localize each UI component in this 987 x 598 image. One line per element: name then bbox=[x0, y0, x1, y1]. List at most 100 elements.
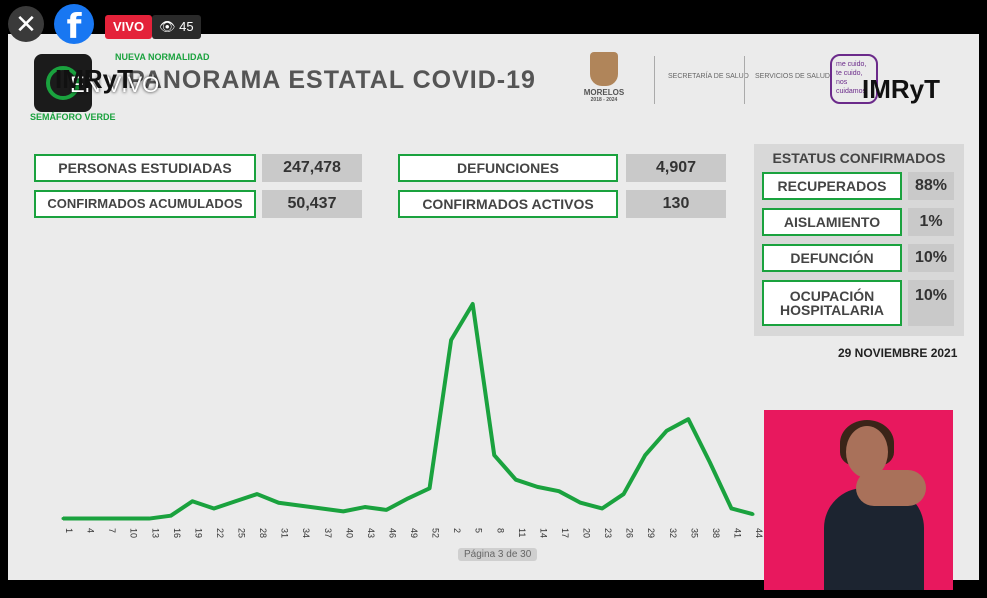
cases-line-chart: 1 4 7 10 13 16 19 22 25 28 31 34 37 40 43 46 49 52 2 5 8 11 14… bbox=[61, 302, 764, 538]
x-tick-label: 52 bbox=[431, 528, 441, 538]
data-point bbox=[363, 505, 367, 509]
interpreter-head bbox=[846, 426, 888, 478]
data-point bbox=[406, 496, 410, 500]
slide: NUEVA NORMALIDAD SEMÁFORO VERDE PANORAMA… bbox=[8, 34, 979, 580]
viewer-count: 👁 45 bbox=[152, 15, 201, 39]
me-cuido-logo: me cuido, te cuido, nos cuidamos bbox=[830, 54, 878, 104]
x-tick-label: 19 bbox=[193, 528, 203, 538]
x-tick-label: 1 bbox=[64, 528, 74, 533]
data-point bbox=[579, 501, 582, 505]
status-label-defuncion: DEFUNCIÓN bbox=[762, 244, 902, 272]
x-tick-label: 10 bbox=[129, 528, 139, 538]
x-tick-label: 40 bbox=[344, 528, 354, 538]
data-point bbox=[147, 517, 151, 521]
sign-language-interpreter bbox=[764, 410, 953, 590]
data-point bbox=[341, 509, 345, 513]
x-tick-label: 26 bbox=[625, 528, 635, 538]
x-tick-label: 13 bbox=[150, 528, 160, 538]
en-vivo-overlay: EN VIVO bbox=[70, 72, 160, 97]
x-tick-label: 31 bbox=[280, 528, 290, 538]
data-point bbox=[492, 453, 496, 457]
x-tick-label: 4 bbox=[86, 528, 96, 533]
data-point bbox=[277, 501, 281, 505]
status-value-ocupacion: 10% bbox=[908, 280, 954, 326]
status-panel: ESTATUS CONFIRMADOS RECUPERADOS 88% AISL… bbox=[754, 144, 964, 336]
x-tick-label: 44 bbox=[754, 528, 764, 538]
servicios-salud-logo: SERVICIOS DE SALUD bbox=[755, 73, 830, 80]
semaforo-verde: SEMÁFORO VERDE bbox=[30, 112, 116, 122]
data-point bbox=[126, 517, 130, 521]
x-tick-label: 32 bbox=[668, 528, 678, 538]
x-tick-label: 20 bbox=[582, 528, 592, 538]
data-point bbox=[234, 499, 237, 503]
series-line bbox=[63, 302, 754, 521]
page-title: PANORAMA ESTATAL COVID-19 bbox=[128, 66, 536, 94]
data-point bbox=[449, 338, 453, 342]
status-label-ocupacion: OCUPACIÓN HOSPITALARIA bbox=[762, 280, 902, 326]
data-point bbox=[255, 492, 259, 496]
imryt-logo-right: me cuido, te cuido, nos cuidamos IMRyT bbox=[830, 54, 960, 108]
data-point bbox=[298, 504, 302, 508]
x-tick-label: 25 bbox=[237, 528, 247, 538]
live-badge: VIVO bbox=[105, 15, 153, 39]
x-tick-label: 14 bbox=[538, 528, 548, 538]
x-tick-label: 38 bbox=[711, 528, 721, 538]
data-point bbox=[557, 489, 561, 493]
nueva-normalidad: NUEVA NORMALIDAD bbox=[115, 52, 210, 62]
x-tick-label: 28 bbox=[258, 528, 268, 538]
data-point bbox=[83, 517, 87, 521]
divider bbox=[744, 56, 745, 104]
x-tick-label: 34 bbox=[301, 528, 311, 538]
data-point bbox=[643, 453, 647, 457]
secretaria-salud-logo: SECRETARÍA DE SALUD bbox=[668, 73, 749, 80]
data-point bbox=[428, 486, 432, 490]
status-label-recuperados: RECUPERADOS bbox=[762, 172, 902, 200]
x-tick-label: 43 bbox=[366, 528, 376, 538]
defunciones-value: 4,907 bbox=[626, 154, 726, 182]
data-point bbox=[384, 508, 388, 512]
status-value-aislamiento: 1% bbox=[908, 208, 954, 236]
x-tick-label: 8 bbox=[495, 528, 505, 533]
status-value-recuperados: 88% bbox=[908, 172, 954, 200]
x-tick-label: 46 bbox=[387, 528, 397, 538]
x-tick-label: 17 bbox=[560, 528, 570, 538]
data-point bbox=[471, 302, 475, 306]
data-point bbox=[535, 485, 539, 489]
x-tick-label: 5 bbox=[474, 528, 484, 533]
data-point bbox=[169, 514, 173, 518]
eye-icon: 👁 bbox=[159, 19, 176, 34]
morelos-shield-icon bbox=[590, 52, 618, 86]
data-point bbox=[320, 506, 324, 510]
data-point bbox=[104, 517, 108, 521]
x-tick-label: 35 bbox=[689, 528, 699, 538]
page-indicator: Página 3 de 30 bbox=[458, 548, 538, 561]
data-point bbox=[622, 492, 626, 496]
close-icon[interactable]: ✕ bbox=[8, 6, 44, 42]
personas-estudiadas-value: 247,478 bbox=[262, 154, 362, 182]
x-tick-label: 37 bbox=[323, 528, 333, 538]
x-tick-label: 23 bbox=[603, 528, 613, 538]
confirmados-activos-label: CONFIRMADOS ACTIVOS bbox=[398, 190, 618, 218]
x-tick-label: 41 bbox=[732, 528, 742, 538]
x-tick-label: 16 bbox=[172, 528, 182, 538]
divider bbox=[654, 56, 655, 104]
interpreter-hands bbox=[856, 470, 926, 506]
status-title: ESTATUS CONFIRMADOS bbox=[772, 150, 946, 166]
data-point bbox=[686, 417, 690, 421]
data-point bbox=[729, 506, 733, 510]
confirmados-acumulados-label: CONFIRMADOS ACUMULADOS bbox=[34, 190, 256, 218]
x-tick-label: 22 bbox=[215, 528, 225, 538]
status-value-defuncion: 10% bbox=[908, 244, 954, 272]
status-label-aislamiento: AISLAMIENTO bbox=[762, 208, 902, 236]
morelos-logo: MORELOS 2018 - 2024 bbox=[578, 52, 630, 103]
confirmados-acumulados-value: 50,437 bbox=[262, 190, 362, 218]
data-point bbox=[665, 429, 669, 433]
personas-estudiadas-label: PERSONAS ESTUDIADAS bbox=[34, 154, 256, 182]
semaforo-icon bbox=[34, 54, 92, 112]
x-tick-label: 2 bbox=[452, 528, 462, 533]
x-tick-label: 7 bbox=[107, 528, 117, 533]
facebook-icon: f bbox=[54, 4, 94, 47]
x-tick-label: 49 bbox=[409, 528, 419, 538]
imryt-logo: IMRyT bbox=[55, 64, 133, 94]
x-tick-label: 29 bbox=[646, 528, 656, 538]
